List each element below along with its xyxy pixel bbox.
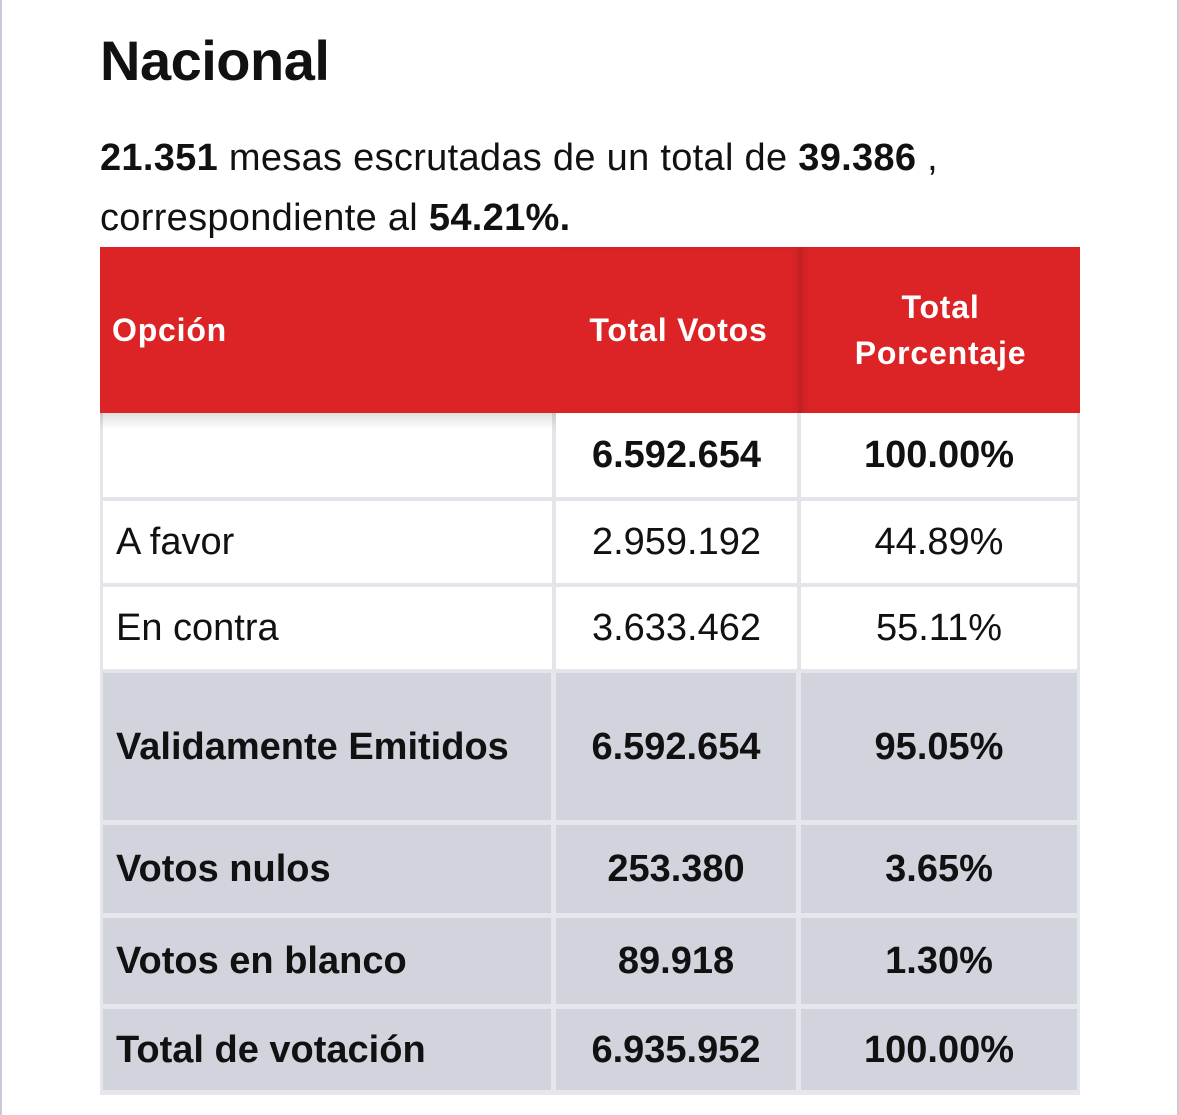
cell-opcion: A favor (100, 501, 556, 587)
table-row-validamente-emitidos: Validamente Emitidos 6.592.654 95.05% (100, 673, 1080, 825)
cell-votos: 89.918 (556, 918, 801, 1009)
table-row-en-contra: En contra 3.633.462 55.11% (100, 587, 1080, 673)
header-total-votos: Total Votos (556, 247, 801, 413)
header-opcion: Opción (100, 247, 556, 413)
cell-opcion: En contra (100, 587, 556, 673)
cell-votos: 253.380 (556, 825, 801, 918)
cell-porcentaje: 3.65% (801, 825, 1080, 918)
summary-text-2: , correspondiente al (100, 137, 939, 239)
results-table-header: Opción Total Votos Total Porcentaje (100, 247, 1080, 413)
cell-opcion: Votos en blanco (100, 918, 556, 1009)
table-row-total-validos: 6.592.654 100.00% (100, 413, 1080, 501)
cell-porcentaje: 55.11% (801, 587, 1080, 673)
cell-porcentaje: 95.05% (801, 673, 1080, 825)
cell-votos: 2.959.192 (556, 501, 801, 587)
scrutiny-summary: 21.351 mesas escrutadas de un total de 3… (100, 128, 1082, 248)
results-table: Opción Total Votos Total Porcentaje 6.59… (100, 247, 1080, 1095)
cell-porcentaje: 44.89% (801, 501, 1080, 587)
mesas-escrutadas-count: 21.351 (100, 137, 219, 179)
cell-votos: 3.633.462 (556, 587, 801, 673)
table-row-votos-nulos: Votos nulos 253.380 3.65% (100, 825, 1080, 918)
summary-text-1: mesas escrutadas de un total de (218, 137, 799, 179)
cell-opcion (100, 413, 556, 501)
cell-porcentaje: 100.00% (801, 1009, 1080, 1095)
page-title: Nacional (100, 29, 330, 92)
cell-porcentaje: 1.30% (801, 918, 1080, 1009)
cell-opcion: Total de votación (100, 1009, 556, 1095)
cell-opcion: Votos nulos (100, 825, 556, 918)
results-table-body: 6.592.654 100.00% A favor 2.959.192 44.8… (100, 413, 1080, 1095)
cell-opcion: Validamente Emitidos (100, 673, 556, 825)
scrutiny-percentage: 54.21%. (428, 197, 571, 239)
cell-porcentaje: 100.00% (801, 413, 1080, 501)
table-row-total-de-votacion: Total de votación 6.935.952 100.00% (100, 1009, 1080, 1095)
header-total-porcentaje: Total Porcentaje (801, 247, 1080, 413)
table-row-a-favor: A favor 2.959.192 44.89% (100, 501, 1080, 587)
cell-votos: 6.592.654 (556, 413, 801, 501)
cell-votos: 6.935.952 (556, 1009, 801, 1095)
total-mesas-count: 39.386 (798, 137, 917, 179)
table-row-votos-en-blanco: Votos en blanco 89.918 1.30% (100, 918, 1080, 1009)
cell-votos: 6.592.654 (556, 673, 801, 825)
